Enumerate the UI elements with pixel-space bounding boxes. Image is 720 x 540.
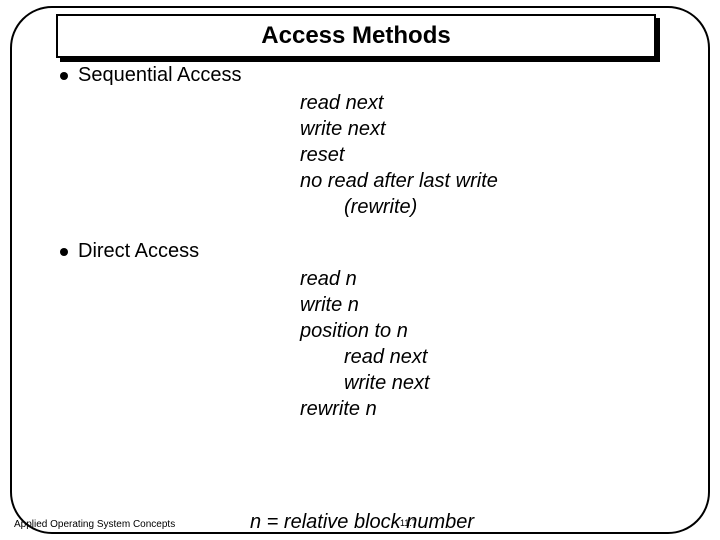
op-line: (rewrite): [344, 194, 680, 220]
op-line: position to n: [300, 318, 680, 344]
op-line: rewrite n: [300, 396, 680, 422]
footer-credit: Applied Operating System Concepts: [14, 519, 175, 530]
ops-direct: read n write n position to n read next w…: [300, 266, 680, 422]
page-number: 11.7: [400, 518, 417, 528]
op-line: read n: [300, 266, 680, 292]
bullet-direct: Direct Access: [60, 238, 680, 264]
op-line: no read after last write: [300, 168, 680, 194]
ops-sequential: read next write next reset no read after…: [300, 90, 680, 220]
op-line: reset: [300, 142, 680, 168]
op-line: read next: [344, 344, 680, 370]
bullet-label: Sequential Access: [78, 62, 241, 88]
bullet-dot-icon: [60, 248, 68, 256]
op-line: write next: [344, 370, 680, 396]
content-area: Sequential Access read next write next r…: [60, 62, 680, 422]
op-line: write next: [300, 116, 680, 142]
op-line: write n: [300, 292, 680, 318]
op-line: read next: [300, 90, 680, 116]
footer-equation: n = relative block number: [250, 511, 474, 534]
title-box: Access Methods: [56, 14, 656, 58]
bullet-dot-icon: [60, 72, 68, 80]
bullet-sequential: Sequential Access: [60, 62, 680, 88]
slide-title: Access Methods: [261, 22, 450, 50]
bullet-label: Direct Access: [78, 238, 199, 264]
